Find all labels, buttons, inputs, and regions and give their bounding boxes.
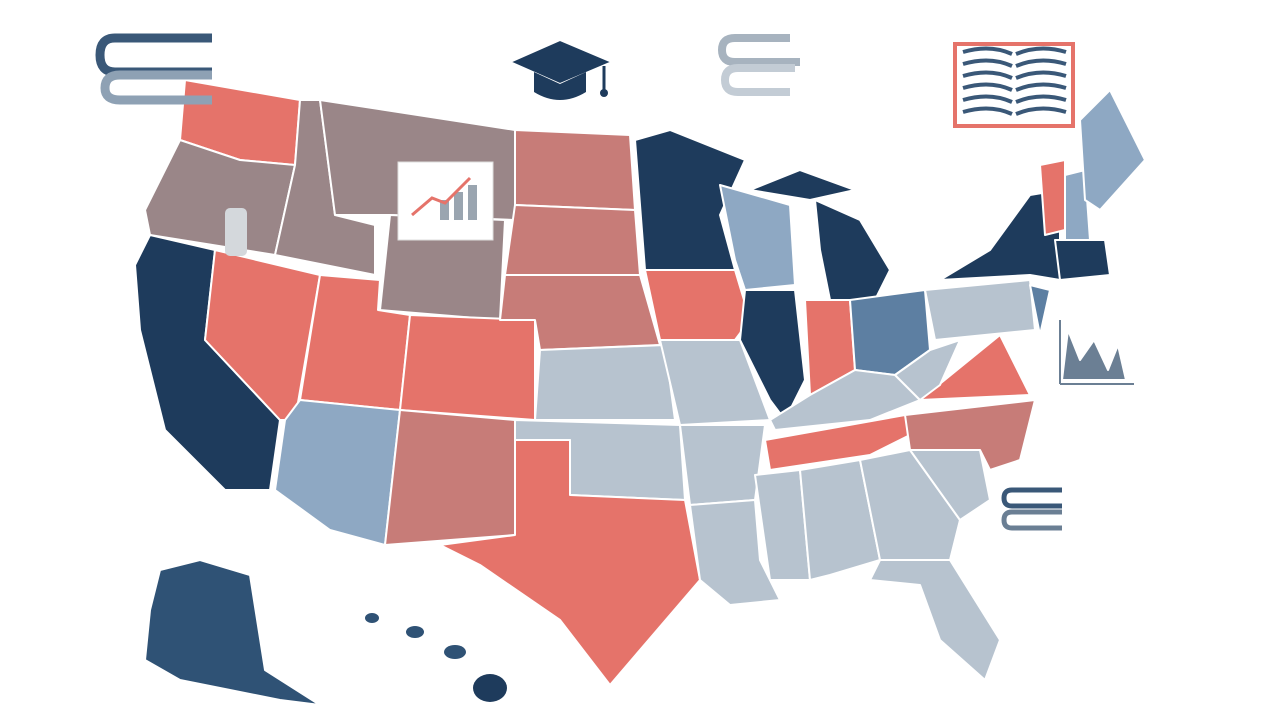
mini-chart-icon — [1059, 320, 1134, 385]
state — [679, 424, 766, 506]
state — [869, 559, 1001, 681]
state — [274, 399, 401, 546]
state — [894, 339, 961, 401]
state — [384, 409, 516, 546]
state — [399, 314, 536, 421]
decoration — [225, 208, 247, 256]
hawaii-island — [406, 626, 424, 638]
hawaii-island — [473, 674, 507, 702]
graduation-cap-icon — [509, 39, 613, 100]
state — [749, 169, 856, 201]
state — [764, 414, 921, 471]
alaska — [144, 559, 321, 706]
state — [719, 184, 796, 291]
state — [859, 449, 961, 561]
states — [134, 79, 1146, 706]
state — [799, 459, 881, 581]
hawaii-island — [444, 645, 466, 659]
state — [504, 204, 641, 276]
state — [1079, 89, 1146, 211]
state — [904, 399, 1036, 471]
hawaii-island — [365, 613, 379, 623]
state — [814, 199, 891, 301]
state — [644, 269, 751, 341]
chart-card-icon — [397, 161, 494, 241]
state — [924, 279, 1036, 341]
state — [514, 129, 636, 211]
state — [1039, 159, 1066, 236]
state — [1054, 239, 1111, 281]
books-icon-light — [717, 34, 800, 96]
books-icon — [95, 33, 212, 105]
state — [689, 499, 781, 606]
state — [919, 334, 1031, 401]
small-books-icon — [1001, 487, 1062, 531]
state — [439, 439, 701, 686]
state — [534, 344, 676, 421]
open-book-icon — [953, 42, 1075, 128]
state — [1029, 284, 1051, 336]
icons — [95, 33, 1134, 531]
